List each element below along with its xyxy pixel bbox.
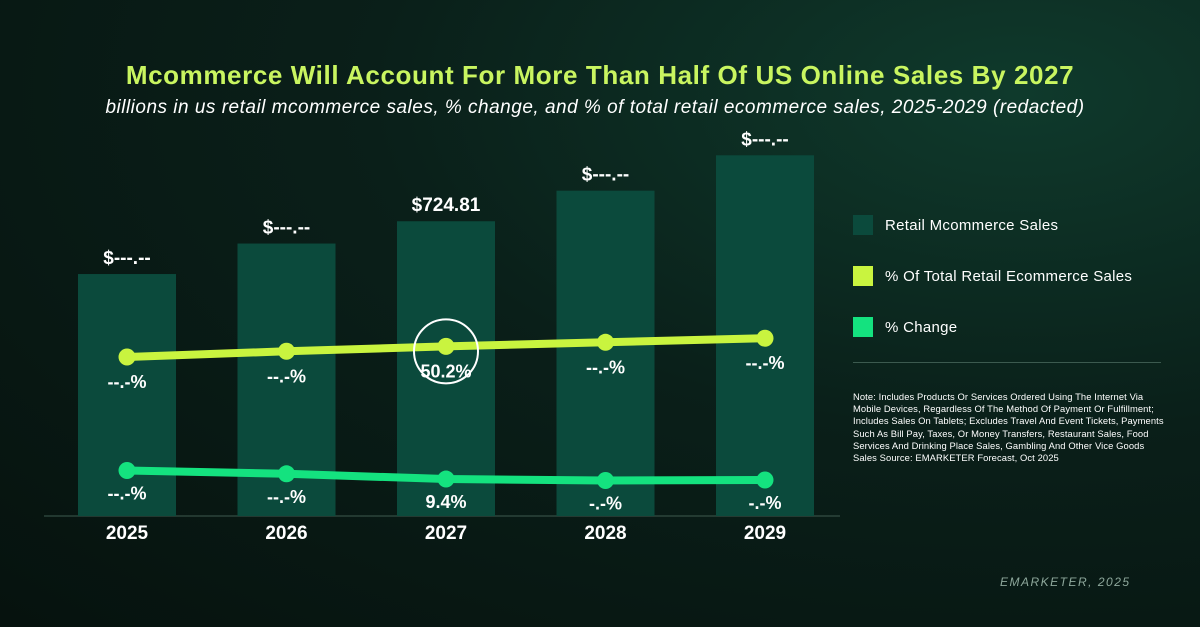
bar-2027 (397, 221, 495, 516)
footnote: Note: Includes Products Or Services Orde… (853, 391, 1164, 464)
legend-label: Retail Mcommerce Sales (885, 216, 1059, 234)
legend-label: % Change (885, 318, 958, 336)
share-point-2027 (437, 337, 455, 355)
bar-2028 (556, 190, 655, 516)
share-value-label-2026: --.-% (267, 366, 306, 386)
bar-value-label-2026: $---.-- (263, 218, 310, 239)
change-value-label-2029: -.-% (749, 493, 782, 513)
legend-swatch-mcommerce-sales (853, 215, 873, 235)
share-value-label-2027: 50.2% (420, 361, 471, 381)
legend-swatch-percent-change (853, 317, 873, 337)
share-value-label-2028: --.-% (586, 357, 625, 377)
bar-2025 (78, 274, 176, 516)
legend-item-share-of-ecommerce: % Of Total Retail Ecommerce Sales (853, 266, 1132, 286)
bar-value-label-2029: $---.-- (741, 129, 788, 150)
x-tick-label-2029: 2029 (744, 523, 786, 544)
share-point-2025 (118, 348, 136, 366)
change-point-2028 (597, 471, 614, 489)
change-point-2025 (118, 461, 136, 479)
legend-item-mcommerce-sales: Retail Mcommerce Sales (853, 215, 1058, 235)
chart-subtitle: billions in us retail mcommerce sales, %… (105, 97, 1085, 118)
legend-swatch-share-of-ecommerce (853, 266, 873, 286)
change-point-2027 (437, 470, 455, 488)
share-point-2026 (278, 342, 295, 360)
x-tick-label-2026: 2026 (265, 523, 307, 544)
highlight-ring-2027 (413, 318, 479, 385)
bar-value-label-2025: $---.-- (103, 248, 150, 269)
change-value-label-2027: 9.4% (425, 492, 466, 512)
bar-value-label-2027: $724.81 (412, 195, 481, 216)
legend-label: % Of Total Retail Ecommerce Sales (885, 267, 1133, 285)
x-tick-label-2027: 2027 (425, 523, 467, 544)
chart-title: Mcommerce Will Account For More Than Hal… (125, 60, 1075, 90)
legend-divider (853, 362, 1161, 363)
share-value-label-2025: --.-% (108, 372, 147, 392)
change-value-label-2028: -.-% (589, 493, 622, 513)
change-point-2029 (756, 471, 774, 489)
x-tick-label-2025: 2025 (106, 523, 149, 544)
share-point-2029 (756, 329, 774, 347)
legend-item-percent-change: % Change (853, 317, 957, 337)
share-value-label-2029: --.-% (746, 353, 785, 373)
change-point-2026 (278, 465, 295, 483)
source-credit: EMARKETER, 2025 (1000, 575, 1131, 589)
combo-chart: $---.-- $---.-- $724.81 $---.-- $---.-- --.-%… (44, 129, 840, 544)
bar-value-label-2028: $---.-- (582, 165, 629, 186)
x-tick-label-2028: 2028 (584, 523, 626, 544)
change-value-label-2026: --.-% (267, 487, 306, 507)
share-point-2028 (597, 333, 614, 351)
change-value-label-2025: --.-% (108, 483, 147, 503)
